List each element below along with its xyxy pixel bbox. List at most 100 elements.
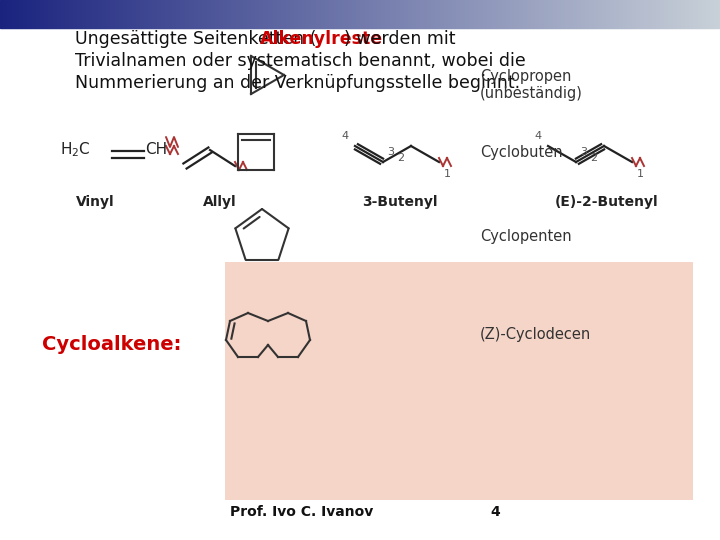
Bar: [504, 0, 505, 28]
Bar: [516, 0, 517, 28]
Bar: [660, 0, 661, 28]
Bar: [461, 0, 462, 28]
Bar: [653, 0, 654, 28]
Bar: [680, 0, 681, 28]
Bar: [370, 0, 371, 28]
Bar: [302, 0, 303, 28]
Bar: [6, 0, 7, 28]
Bar: [520, 0, 521, 28]
Bar: [234, 0, 235, 28]
Bar: [170, 0, 171, 28]
Bar: [153, 0, 154, 28]
Bar: [406, 0, 407, 28]
Bar: [35, 0, 36, 28]
Bar: [412, 0, 413, 28]
Bar: [579, 0, 580, 28]
Bar: [130, 0, 131, 28]
Bar: [587, 0, 588, 28]
Bar: [418, 0, 419, 28]
Bar: [474, 0, 475, 28]
Bar: [19, 0, 20, 28]
Bar: [627, 0, 628, 28]
Text: Alkenylreste: Alkenylreste: [260, 30, 383, 48]
Bar: [601, 0, 602, 28]
Bar: [714, 0, 715, 28]
Bar: [271, 0, 272, 28]
Bar: [578, 0, 579, 28]
Bar: [345, 0, 346, 28]
Bar: [469, 0, 470, 28]
Bar: [620, 0, 621, 28]
Bar: [706, 0, 707, 28]
Bar: [486, 0, 487, 28]
Bar: [443, 0, 444, 28]
Bar: [94, 0, 95, 28]
Bar: [385, 0, 386, 28]
Bar: [668, 0, 669, 28]
Bar: [515, 0, 516, 28]
Bar: [329, 0, 330, 28]
Bar: [368, 0, 369, 28]
Bar: [183, 0, 184, 28]
Bar: [455, 0, 456, 28]
Bar: [654, 0, 655, 28]
Bar: [191, 0, 192, 28]
Bar: [180, 0, 181, 28]
Bar: [470, 0, 471, 28]
Bar: [373, 0, 374, 28]
Bar: [392, 0, 393, 28]
Bar: [367, 0, 368, 28]
Bar: [53, 0, 54, 28]
Bar: [237, 0, 238, 28]
Bar: [276, 0, 277, 28]
Bar: [522, 0, 523, 28]
Bar: [420, 0, 421, 28]
Bar: [488, 0, 489, 28]
Bar: [661, 0, 662, 28]
Bar: [521, 0, 522, 28]
Bar: [586, 0, 587, 28]
Bar: [42, 0, 43, 28]
Bar: [160, 0, 161, 28]
Bar: [400, 0, 401, 28]
Bar: [711, 0, 712, 28]
Bar: [269, 0, 270, 28]
Bar: [704, 0, 705, 28]
Bar: [646, 0, 647, 28]
Text: Allyl: Allyl: [203, 195, 237, 209]
Bar: [402, 0, 403, 28]
Bar: [487, 0, 488, 28]
Bar: [446, 0, 447, 28]
Bar: [297, 0, 298, 28]
Bar: [184, 0, 185, 28]
Bar: [673, 0, 674, 28]
Bar: [204, 0, 205, 28]
Bar: [435, 0, 436, 28]
Bar: [548, 0, 549, 28]
Bar: [212, 0, 213, 28]
Bar: [168, 0, 169, 28]
Bar: [119, 0, 120, 28]
Bar: [310, 0, 311, 28]
Bar: [337, 0, 338, 28]
Bar: [644, 0, 645, 28]
Bar: [556, 0, 557, 28]
Bar: [678, 0, 679, 28]
Bar: [466, 0, 467, 28]
Bar: [356, 0, 357, 28]
Bar: [638, 0, 639, 28]
Bar: [176, 0, 177, 28]
Bar: [560, 0, 561, 28]
Bar: [632, 0, 633, 28]
Bar: [526, 0, 527, 28]
Bar: [69, 0, 70, 28]
Bar: [419, 0, 420, 28]
Bar: [557, 0, 558, 28]
Bar: [202, 0, 203, 28]
Bar: [574, 0, 575, 28]
Bar: [273, 0, 274, 28]
Bar: [163, 0, 164, 28]
Bar: [559, 0, 560, 28]
Bar: [525, 0, 526, 28]
Bar: [143, 0, 144, 28]
